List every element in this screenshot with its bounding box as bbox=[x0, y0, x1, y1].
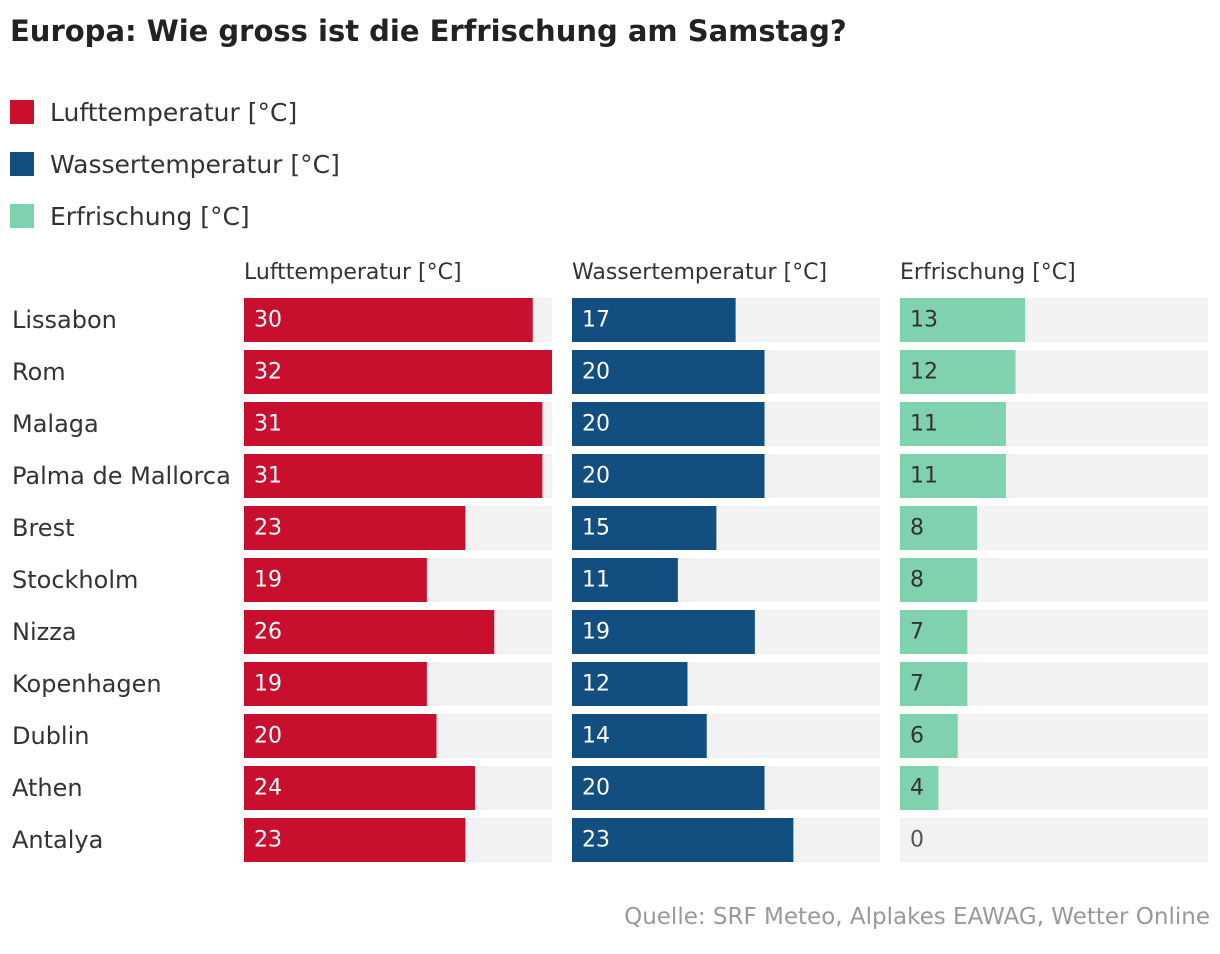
bar-refresh-nizza bbox=[900, 610, 968, 654]
bar-water-lissabon bbox=[572, 298, 736, 342]
row-label-kopenhagen: Kopenhagen bbox=[12, 670, 162, 698]
bar-water-dublin bbox=[572, 714, 707, 758]
value-label-refresh-malaga: 11 bbox=[910, 412, 938, 437]
bar-refresh-brest bbox=[900, 506, 977, 550]
bar-water-palma-de-mallorca bbox=[572, 454, 765, 498]
value-label-water-kopenhagen: 12 bbox=[582, 672, 610, 697]
bar-refresh-malaga bbox=[900, 402, 1006, 446]
bar-air-lissabon bbox=[244, 298, 533, 342]
bar-water-kopenhagen bbox=[572, 662, 688, 706]
bar-track-refresh-antalya bbox=[900, 818, 1208, 862]
bar-track-refresh-athen bbox=[900, 766, 1208, 810]
value-label-water-nizza: 19 bbox=[582, 620, 610, 645]
legend: Lufttemperatur [°C] Wassertemperatur [°C… bbox=[10, 86, 340, 242]
legend-label-refresh: Erfrischung [°C] bbox=[50, 201, 250, 231]
value-label-water-palma-de-mallorca: 20 bbox=[582, 464, 610, 489]
bar-water-nizza bbox=[572, 610, 755, 654]
row-label-stockholm: Stockholm bbox=[12, 566, 138, 594]
value-label-air-nizza: 26 bbox=[254, 620, 282, 645]
panel-header-air: Lufttemperatur [°C] bbox=[244, 260, 462, 285]
bar-refresh-rom bbox=[900, 350, 1016, 394]
row-label-athen: Athen bbox=[12, 774, 83, 802]
value-label-water-brest: 15 bbox=[582, 516, 610, 541]
value-label-air-brest: 23 bbox=[254, 516, 282, 541]
bar-air-stockholm bbox=[244, 558, 427, 602]
legend-item-refresh: Erfrischung [°C] bbox=[10, 190, 340, 242]
value-label-refresh-antalya: 0 bbox=[910, 828, 924, 853]
value-label-refresh-rom: 12 bbox=[910, 360, 938, 385]
value-label-refresh-athen: 4 bbox=[910, 776, 924, 801]
row-label-palma-de-mallorca: Palma de Mallorca bbox=[12, 462, 231, 490]
value-label-refresh-kopenhagen: 7 bbox=[910, 672, 924, 697]
value-label-water-stockholm: 11 bbox=[582, 568, 610, 593]
bar-air-kopenhagen bbox=[244, 662, 427, 706]
row-label-nizza: Nizza bbox=[12, 618, 77, 646]
value-label-refresh-stockholm: 8 bbox=[910, 568, 924, 593]
source-note: Quelle: SRF Meteo, Alplakes EAWAG, Wette… bbox=[624, 904, 1210, 930]
legend-label-water: Wassertemperatur [°C] bbox=[50, 149, 340, 179]
legend-swatch-refresh bbox=[10, 204, 34, 228]
row-label-malaga: Malaga bbox=[12, 410, 99, 438]
bar-air-malaga bbox=[244, 402, 543, 446]
value-label-air-rom: 32 bbox=[254, 360, 282, 385]
bar-water-stockholm bbox=[572, 558, 678, 602]
value-label-air-lissabon: 30 bbox=[254, 308, 282, 333]
value-label-air-kopenhagen: 19 bbox=[254, 672, 282, 697]
bar-refresh-stockholm bbox=[900, 558, 977, 602]
bar-refresh-palma-de-mallorca bbox=[900, 454, 1006, 498]
legend-item-water: Wassertemperatur [°C] bbox=[10, 138, 340, 190]
bar-refresh-athen bbox=[900, 766, 939, 810]
row-label-lissabon: Lissabon bbox=[12, 306, 117, 334]
value-label-refresh-nizza: 7 bbox=[910, 620, 924, 645]
bar-air-antalya bbox=[244, 818, 466, 862]
bar-air-nizza bbox=[244, 610, 495, 654]
value-label-water-antalya: 23 bbox=[582, 828, 610, 853]
value-label-air-antalya: 23 bbox=[254, 828, 282, 853]
row-label-brest: Brest bbox=[12, 514, 74, 542]
bar-air-dublin bbox=[244, 714, 437, 758]
bar-water-athen bbox=[572, 766, 765, 810]
legend-swatch-air bbox=[10, 100, 34, 124]
row-label-antalya: Antalya bbox=[12, 826, 103, 854]
bar-water-brest bbox=[572, 506, 717, 550]
bar-refresh-lissabon bbox=[900, 298, 1026, 342]
row-label-dublin: Dublin bbox=[12, 722, 89, 750]
value-label-refresh-dublin: 6 bbox=[910, 724, 924, 749]
bar-air-brest bbox=[244, 506, 466, 550]
value-label-water-lissabon: 17 bbox=[582, 308, 610, 333]
bar-air-athen bbox=[244, 766, 475, 810]
bar-water-antalya bbox=[572, 818, 794, 862]
value-label-air-malaga: 31 bbox=[254, 412, 282, 437]
legend-label-air: Lufttemperatur [°C] bbox=[50, 97, 298, 127]
chart-title: Europa: Wie gross ist die Erfrischung am… bbox=[10, 14, 847, 48]
value-label-water-dublin: 14 bbox=[582, 724, 610, 749]
value-label-water-rom: 20 bbox=[582, 360, 610, 385]
bar-air-palma-de-mallorca bbox=[244, 454, 543, 498]
value-label-air-athen: 24 bbox=[254, 776, 282, 801]
bar-refresh-dublin bbox=[900, 714, 958, 758]
value-label-refresh-lissabon: 13 bbox=[910, 308, 938, 333]
row-label-rom: Rom bbox=[12, 358, 66, 386]
legend-item-air: Lufttemperatur [°C] bbox=[10, 86, 340, 138]
bar-refresh-kopenhagen bbox=[900, 662, 968, 706]
value-label-refresh-palma-de-mallorca: 11 bbox=[910, 464, 938, 489]
legend-swatch-water bbox=[10, 152, 34, 176]
value-label-air-dublin: 20 bbox=[254, 724, 282, 749]
value-label-water-athen: 20 bbox=[582, 776, 610, 801]
value-label-air-palma-de-mallorca: 31 bbox=[254, 464, 282, 489]
panel-header-water: Wassertemperatur [°C] bbox=[572, 260, 827, 285]
bar-water-rom bbox=[572, 350, 765, 394]
value-label-refresh-brest: 8 bbox=[910, 516, 924, 541]
bar-air-rom bbox=[244, 350, 552, 394]
value-label-water-malaga: 20 bbox=[582, 412, 610, 437]
panel-header-refresh: Erfrischung [°C] bbox=[900, 260, 1076, 285]
bar-water-malaga bbox=[572, 402, 765, 446]
value-label-air-stockholm: 19 bbox=[254, 568, 282, 593]
